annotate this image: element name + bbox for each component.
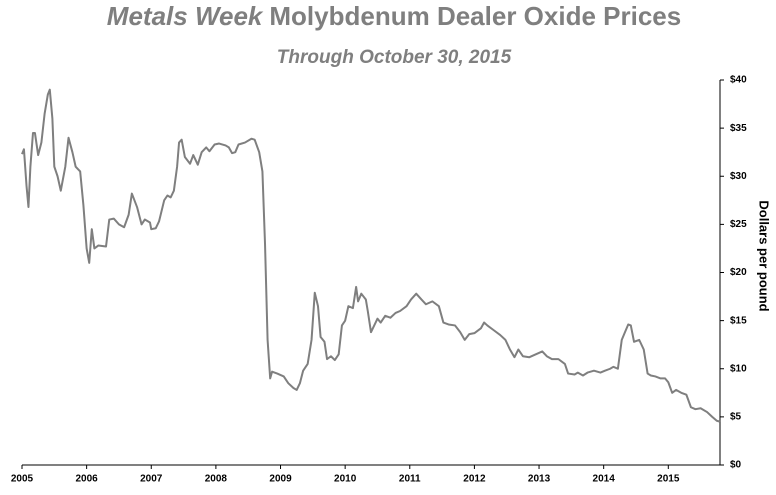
x-tick-label: 2011	[399, 474, 421, 485]
x-tick-label: 2013	[528, 474, 551, 485]
y-axis-label: Dollars per pound	[757, 200, 772, 311]
y-tick-label: $10	[730, 363, 747, 374]
x-tick-label: 2010	[334, 474, 357, 485]
x-tick-label: 2007	[140, 474, 163, 485]
title-text: Molybdenum Dealer Oxide Prices	[269, 1, 681, 31]
x-tick-label: 2005	[11, 474, 34, 485]
x-tick-label: 2009	[269, 474, 292, 485]
y-tick-label: $40	[730, 75, 747, 86]
x-tick-label: 2006	[76, 474, 99, 485]
price-line	[21, 88, 721, 423]
y-tick-label: $15	[730, 315, 747, 326]
x-tick-label: 2008	[205, 474, 228, 485]
y-tick-label: $25	[730, 219, 747, 230]
chart-subtitle: Through October 30, 2015	[277, 47, 512, 68]
y-tick-label: $0	[730, 460, 742, 471]
x-tick-label: 2014	[593, 474, 616, 485]
y-tick-label: $35	[730, 123, 747, 134]
y-tick-label: $30	[730, 171, 747, 182]
y-tick-label: $20	[730, 267, 747, 278]
x-tick-label: 2015	[657, 474, 680, 485]
x-tick-label: 2012	[463, 474, 486, 485]
chart-title: Metals Week Molybdenum Dealer Oxide Price…	[107, 1, 681, 31]
y-tick-label: $5	[730, 412, 742, 423]
title-italic: Metals Week	[107, 1, 264, 31]
